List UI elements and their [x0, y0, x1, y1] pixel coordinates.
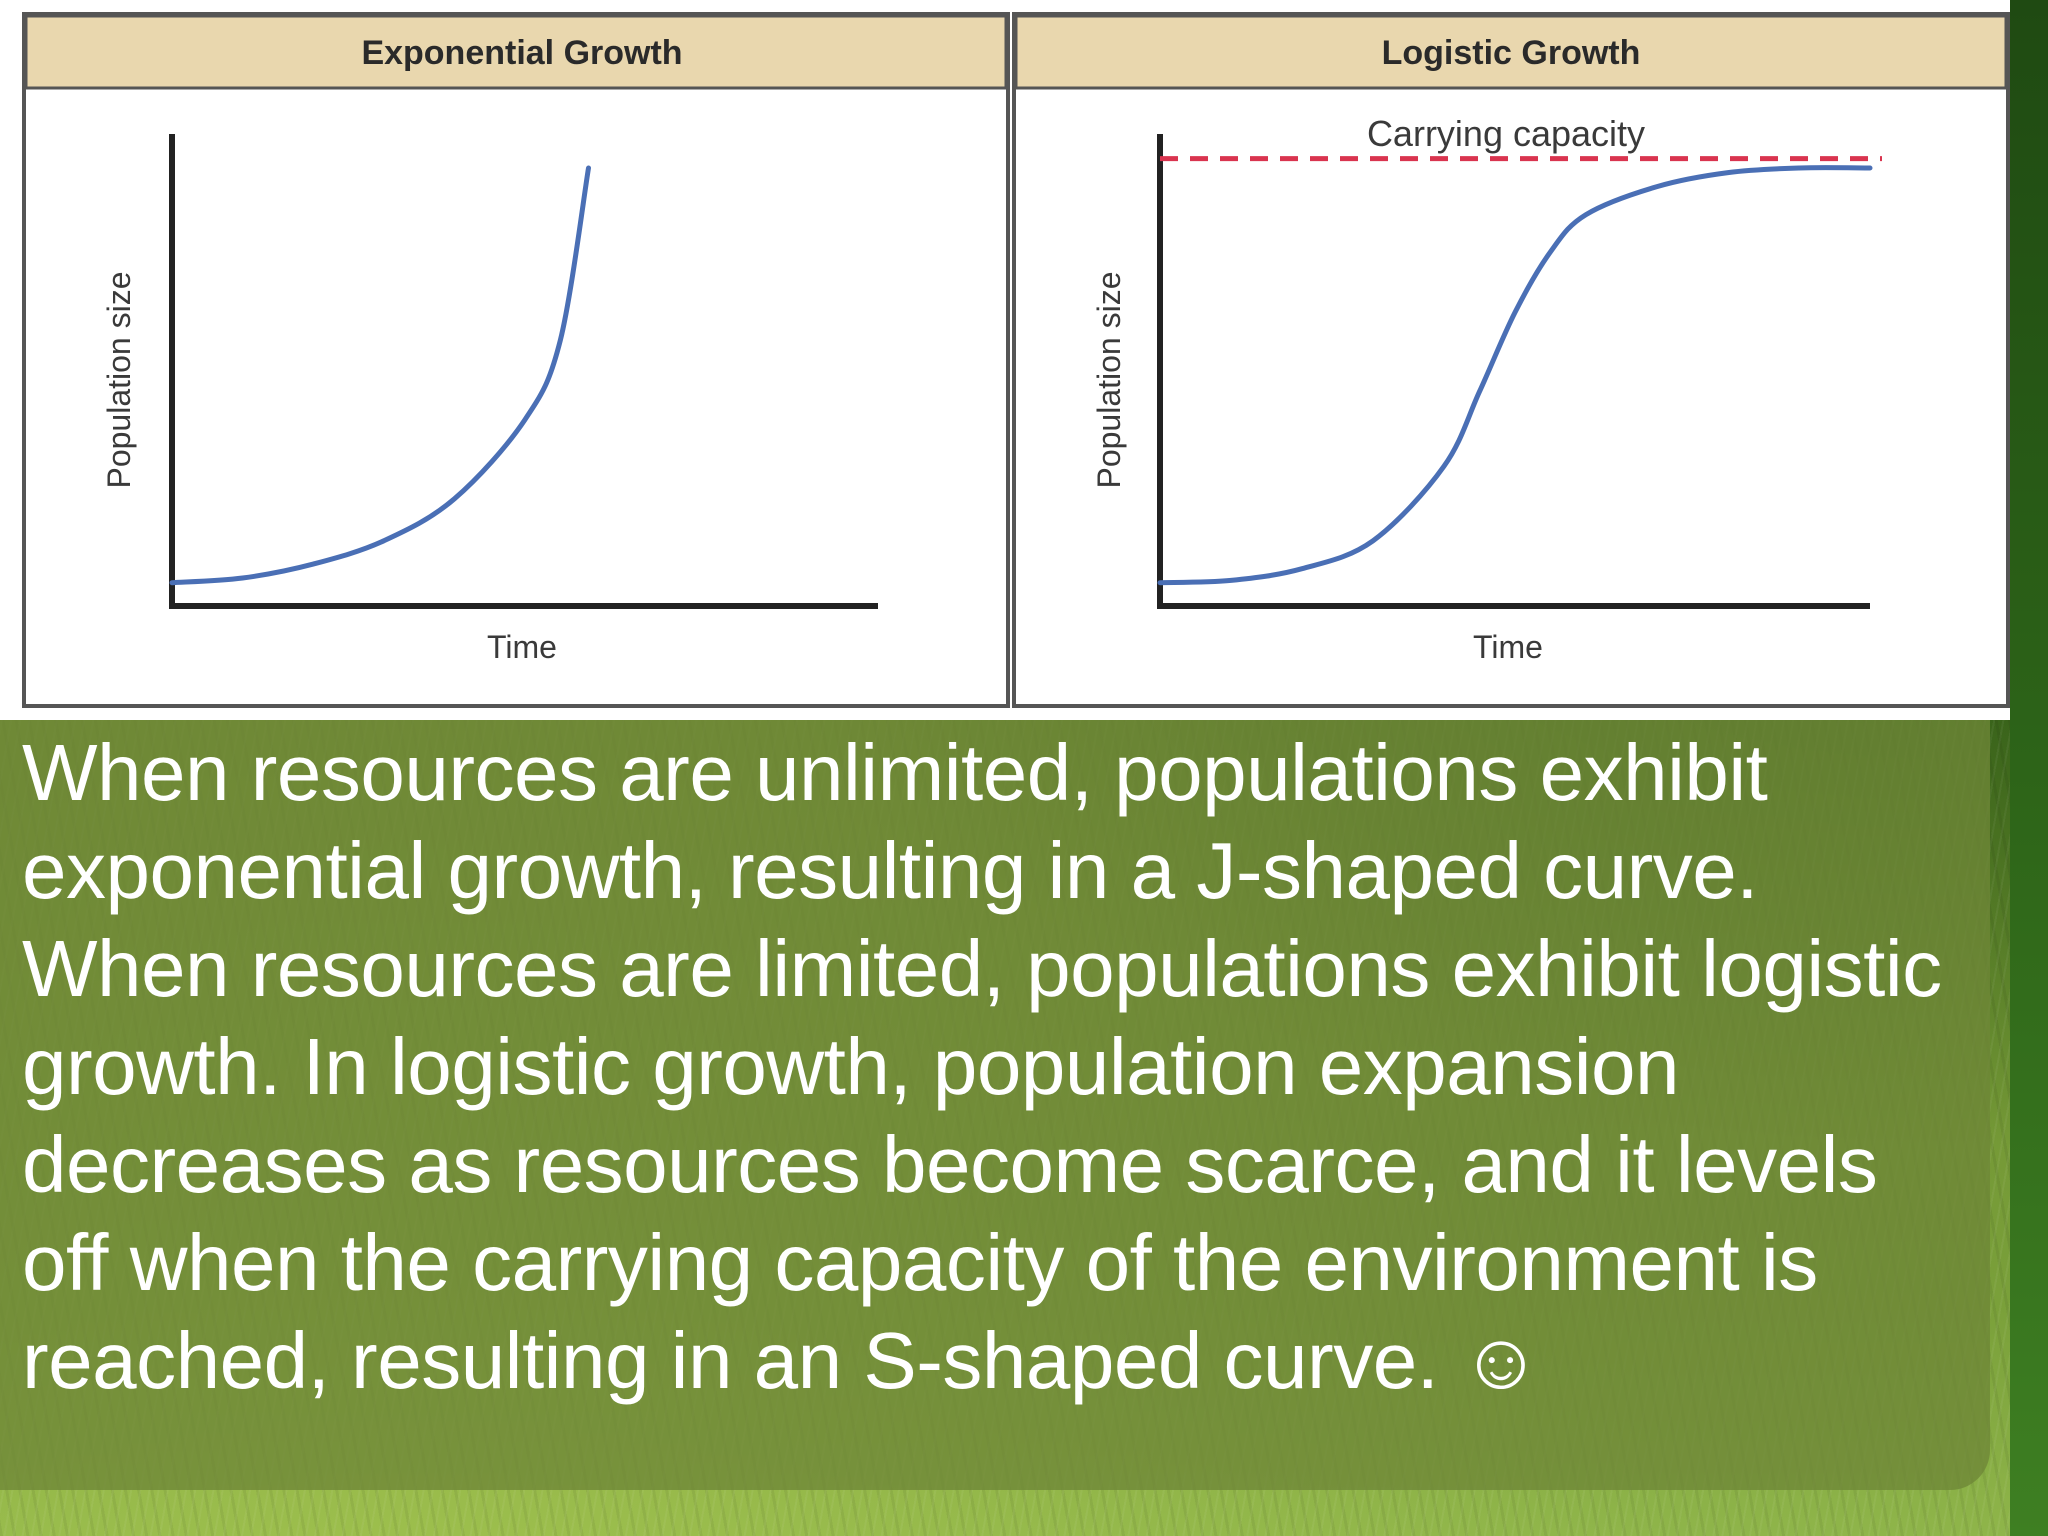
exponential-y-axis-label: Population size [101, 271, 137, 488]
exponential-axes [169, 134, 878, 609]
logistic-curve-layer [1157, 156, 1882, 586]
logistic-growth-curve [1157, 165, 1873, 586]
growth-diagram-svg: Exponential Growth Logistic Growth Time … [22, 12, 2010, 708]
dark-grass-strip [2010, 0, 2048, 1536]
exponential-curve-layer [169, 165, 591, 586]
exponential-title: Exponential Growth [361, 34, 682, 72]
logistic-title: Logistic Growth [1382, 34, 1641, 72]
carrying-capacity-label: Carrying capacity [1367, 113, 1645, 154]
text-panel [0, 700, 1990, 1490]
logistic-panel-frame [1012, 12, 2010, 708]
exponential-header [24, 14, 1008, 90]
slide-body-text: When resources are unlimited, population… [22, 728, 1942, 1405]
exponential-panel-frame [22, 12, 1010, 708]
logistic-y-axis-label: Population size [1091, 271, 1127, 488]
exponential-x-axis-label: Time [487, 629, 557, 665]
growth-diagram: Exponential Growth Logistic Growth Time … [0, 0, 2010, 720]
logistic-x-axis-label: Time [1473, 629, 1543, 665]
exponential-growth-curve [169, 165, 591, 586]
logistic-header [1014, 14, 2008, 90]
logistic-axes [1157, 134, 1870, 609]
